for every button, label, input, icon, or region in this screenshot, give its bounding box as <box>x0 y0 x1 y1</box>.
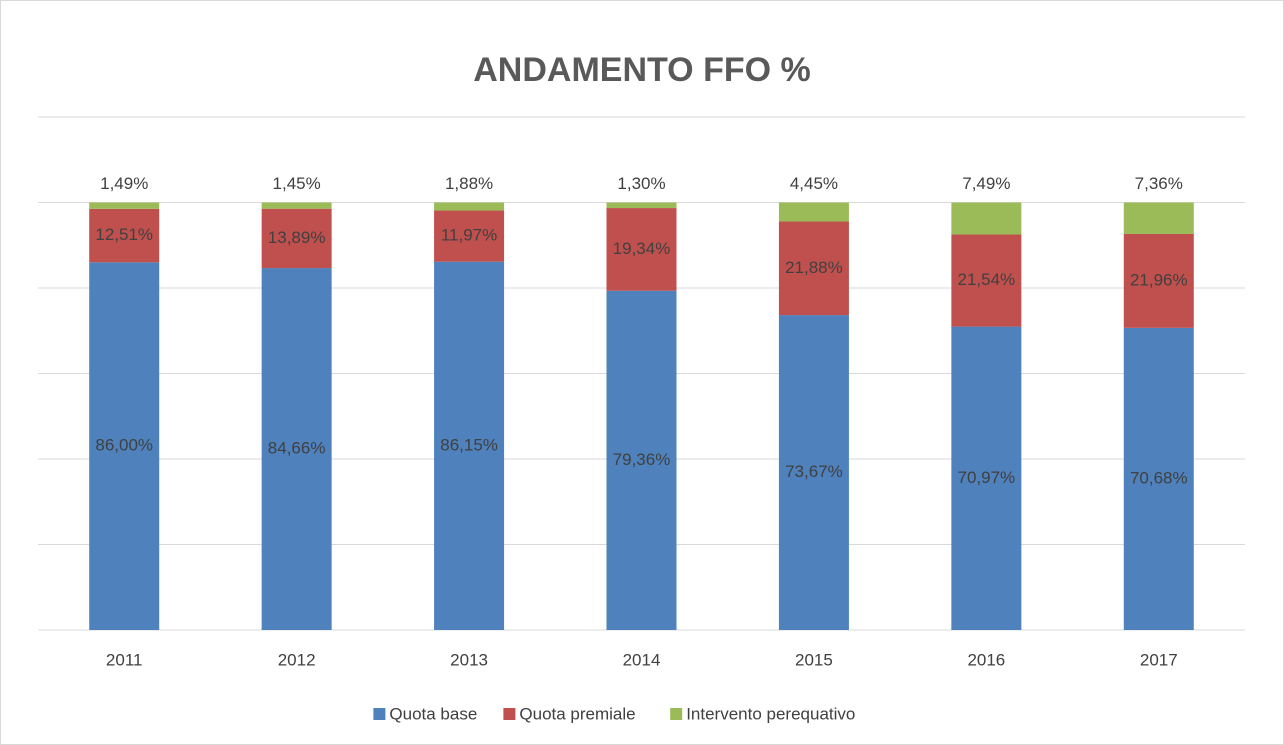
legend-swatch <box>670 708 683 720</box>
data-label: 11,97% <box>441 226 497 245</box>
data-label: 21,54% <box>958 270 1016 289</box>
legend-label: Quota premiale <box>519 704 635 723</box>
bar-segment <box>261 202 332 209</box>
bar-segment <box>261 268 332 630</box>
bar-segment <box>606 208 677 291</box>
data-label: 7,36% <box>1135 174 1183 193</box>
data-label: 1,49% <box>100 174 148 193</box>
legend-label: Intervento perequativo <box>686 704 855 723</box>
bar-segment <box>434 210 505 262</box>
bar-segment <box>606 290 677 630</box>
x-tick-label: 2012 <box>278 650 316 669</box>
data-label: 86,00% <box>95 436 153 455</box>
legend-swatch <box>373 708 386 720</box>
data-label: 1,88% <box>445 174 493 193</box>
data-label: 84,66% <box>268 439 326 458</box>
bar-segment <box>778 202 849 222</box>
x-tick-label: 2014 <box>623 650 661 669</box>
bar-segment <box>1123 327 1194 630</box>
x-tick-label: 2013 <box>450 650 488 669</box>
data-label: 4,45% <box>790 174 838 193</box>
legend-swatch <box>503 708 516 720</box>
bar-segment <box>778 221 849 316</box>
data-label: 1,45% <box>273 174 321 193</box>
data-label: 86,15% <box>440 435 498 454</box>
data-label: 13,89% <box>268 228 326 247</box>
data-label: 1,30% <box>617 174 665 193</box>
x-tick-label: 2011 <box>106 650 143 669</box>
bar-segment <box>606 202 677 209</box>
x-tick-label: 2016 <box>967 650 1005 669</box>
data-label: 21,96% <box>1130 270 1188 289</box>
bar-segment <box>951 202 1022 235</box>
bar-segment <box>1123 233 1194 328</box>
bar-segment <box>951 326 1022 630</box>
bar-segment <box>89 262 160 630</box>
x-tick-label: 2017 <box>1140 650 1178 669</box>
data-label: 79,36% <box>613 450 671 469</box>
x-tick-label: 2015 <box>795 650 833 669</box>
bar-segment <box>1123 202 1194 234</box>
legend-label: Quota base <box>389 704 477 723</box>
bar-segment <box>434 261 505 630</box>
bar-segment <box>434 202 505 211</box>
bar-segment <box>951 234 1022 327</box>
chart-title: ANDAMENTO FFO % <box>473 51 810 89</box>
data-label: 70,97% <box>958 468 1016 487</box>
data-label: 70,68% <box>1130 468 1188 487</box>
bar-segment <box>778 315 849 630</box>
data-label: 19,34% <box>613 239 671 258</box>
bar-segment <box>261 208 332 269</box>
data-label: 7,49% <box>962 174 1010 193</box>
data-label: 73,67% <box>785 462 843 481</box>
data-label: 12,51% <box>95 225 153 244</box>
bar-segment <box>89 208 160 263</box>
data-label: 21,88% <box>785 258 843 277</box>
bar-segment <box>89 202 160 209</box>
